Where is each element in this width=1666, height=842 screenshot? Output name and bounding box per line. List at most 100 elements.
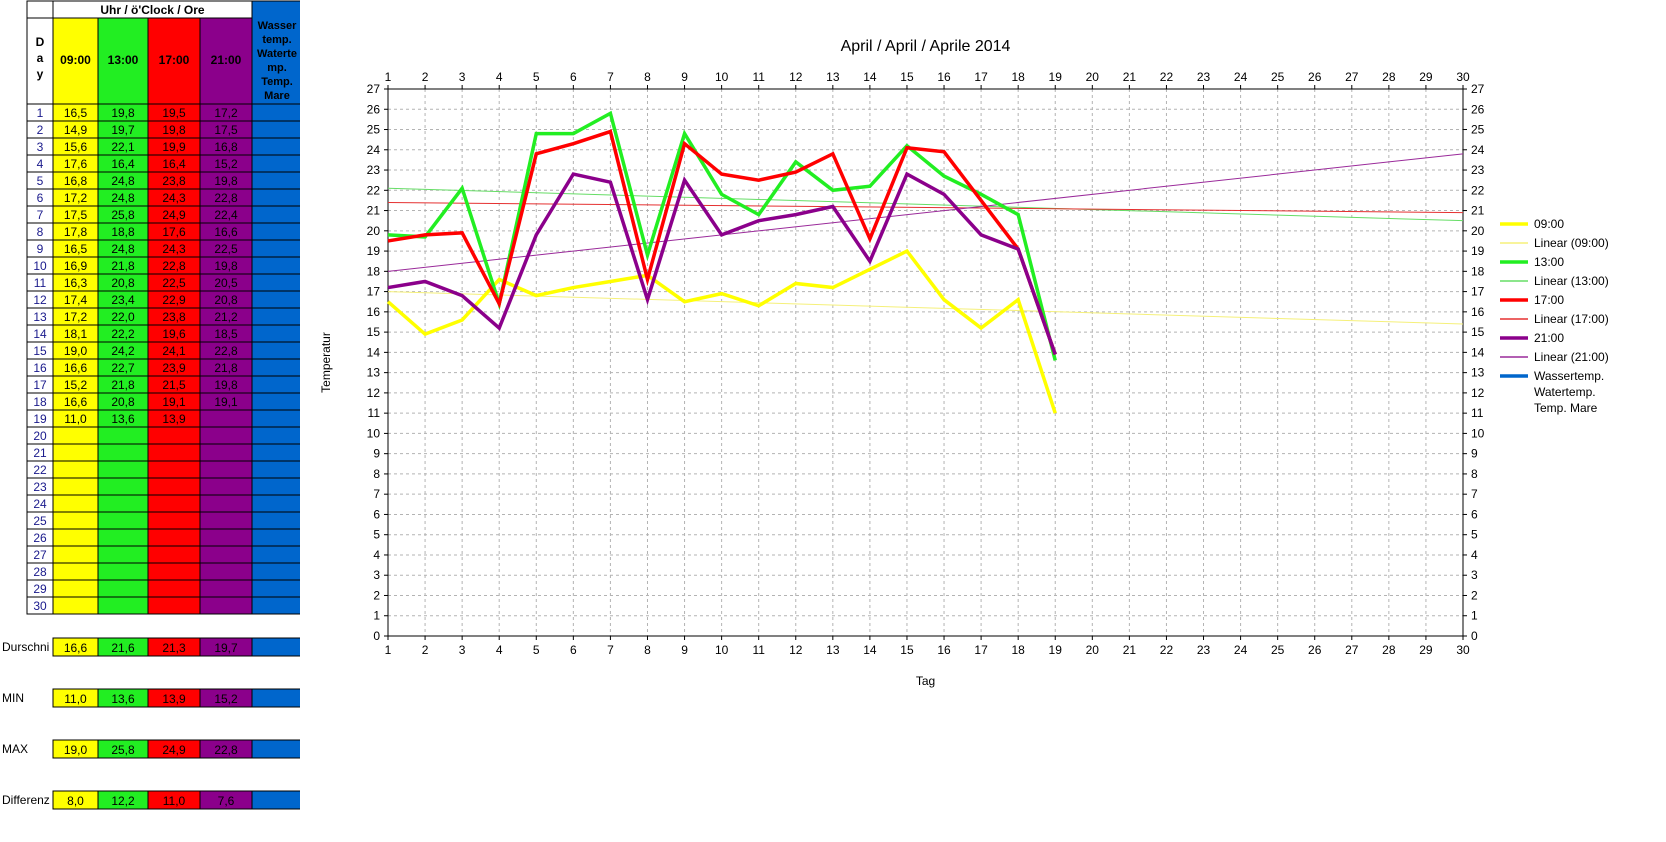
y-tick-label-right: 15 [1471,325,1485,339]
y-tick-label-left: 27 [367,82,381,96]
y-tick-label-right: 26 [1471,102,1485,116]
time-header-cell [147,17,201,105]
y-tick-label-right: 23 [1471,163,1485,177]
table-value: 24,3 [162,191,186,205]
y-tick-label-left: 14 [367,345,381,359]
water-header-line: Temp. [261,76,293,88]
table-value: 19,7 [111,123,135,137]
y-tick-label-left: 12 [367,386,381,400]
y-tick-label-right: 25 [1471,123,1485,137]
y-tick-label-right: 13 [1471,366,1485,380]
summary-value: 21,3 [162,641,186,655]
trendline-3 [387,153,1464,272]
summary-value: 11,0 [163,794,186,808]
table-value: 15,2 [64,378,88,392]
y-tick-label-right: 24 [1471,143,1485,157]
summary-value: 19,7 [214,641,238,655]
y-tick-label-left: 6 [373,507,380,521]
day-number: 6 [37,191,44,205]
y-axis-label: Temperatur [319,332,333,393]
time-header-cell [199,17,253,105]
y-tick-label-right: 21 [1471,204,1485,218]
table-value: 17,2 [214,106,238,120]
day-number: 22 [33,463,47,477]
x-tick-label-top: 3 [459,70,466,84]
table-value: 24,3 [162,242,186,256]
y-tick-label-left: 3 [373,568,380,582]
x-tick-label-bottom: 15 [900,643,914,657]
table-value: 22,5 [162,276,186,290]
table-value: 20,5 [214,276,238,290]
summary-value: 11,0 [64,692,87,706]
temperature-table: Uhr / ö'Clock / Ore Day 09:00 13:00 17:00 21:… [2,0,300,810]
table-value: 22,9 [162,293,186,307]
legend-label: Linear (21:00) [1534,350,1609,364]
y-tick-label-right: 6 [1471,507,1478,521]
day-number: 23 [33,480,47,494]
day-number: 7 [37,208,44,222]
x-tick-label-top: 14 [863,70,877,84]
trendline-0 [387,291,1464,325]
x-tick-label-top: 8 [644,70,651,84]
summary-value: 16,6 [64,641,88,655]
table-value: 25,8 [111,208,135,222]
x-tick-label-top: 23 [1197,70,1211,84]
table-value: 19,6 [162,327,186,341]
table-value: 14,9 [64,123,88,137]
y-tick-label-left: 19 [367,244,381,258]
summary-value: 15,2 [214,692,238,706]
x-tick-label-bottom: 21 [1123,643,1137,657]
table-value: 15,6 [64,140,88,154]
table-value: 19,0 [64,344,88,358]
x-tick-label-bottom: 8 [644,643,651,657]
y-tick-label-right: 2 [1471,588,1478,602]
y-tick-label-left: 20 [367,224,381,238]
water-header-line: Mare [264,90,290,102]
table-value: 22,2 [111,327,135,341]
table-value: 21,8 [111,378,135,392]
day-number: 18 [33,395,47,409]
table-value: 16,6 [214,225,238,239]
x-tick-label-bottom: 1 [385,643,392,657]
legend-label-line: Temp. Mare [1534,401,1598,415]
x-tick-label-top: 19 [1049,70,1063,84]
x-tick-label-top: 24 [1234,70,1248,84]
table-value: 23,8 [162,174,186,188]
x-tick-label-bottom: 28 [1382,643,1396,657]
x-tick-label-bottom: 30 [1456,643,1470,657]
y-tick-label-left: 17 [367,285,381,299]
day-number: 14 [33,327,47,341]
trendline-2 [387,201,1464,214]
y-tick-label-left: 18 [367,264,381,278]
table-value: 16,9 [64,259,88,273]
table-value: 16,6 [64,395,88,409]
legend-label: 13:00 [1534,255,1564,269]
y-tick-label-left: 13 [367,366,381,380]
day-header-letter: D [36,35,45,49]
table-value: 22,8 [162,259,186,273]
table-value: 18,1 [64,327,88,341]
y-tick-label-left: 10 [367,426,381,440]
table-value: 18,8 [111,225,135,239]
day-number: 12 [33,293,47,307]
day-number: 8 [37,225,44,239]
table-value: 17,6 [162,225,186,239]
table-value: 24,8 [111,191,135,205]
table-value: 22,4 [214,208,238,222]
x-tick-label-bottom: 17 [974,643,988,657]
value-cell [251,596,300,615]
table-value: 20,8 [214,293,238,307]
x-tick-label-bottom: 22 [1160,643,1174,657]
y-tick-label-right: 27 [1471,82,1485,96]
x-tick-label-top: 9 [681,70,688,84]
x-tick-label-bottom: 13 [826,643,840,657]
time-header: 13:00 [108,53,139,67]
summary-cell [251,739,300,759]
day-number: 30 [33,599,47,613]
day-number: 17 [33,378,47,392]
table-value: 21,8 [214,361,238,375]
plot-border [387,88,1464,637]
y-tick-label-right: 22 [1471,183,1485,197]
table-value: 19,1 [162,395,186,409]
table-value: 22,8 [214,191,238,205]
